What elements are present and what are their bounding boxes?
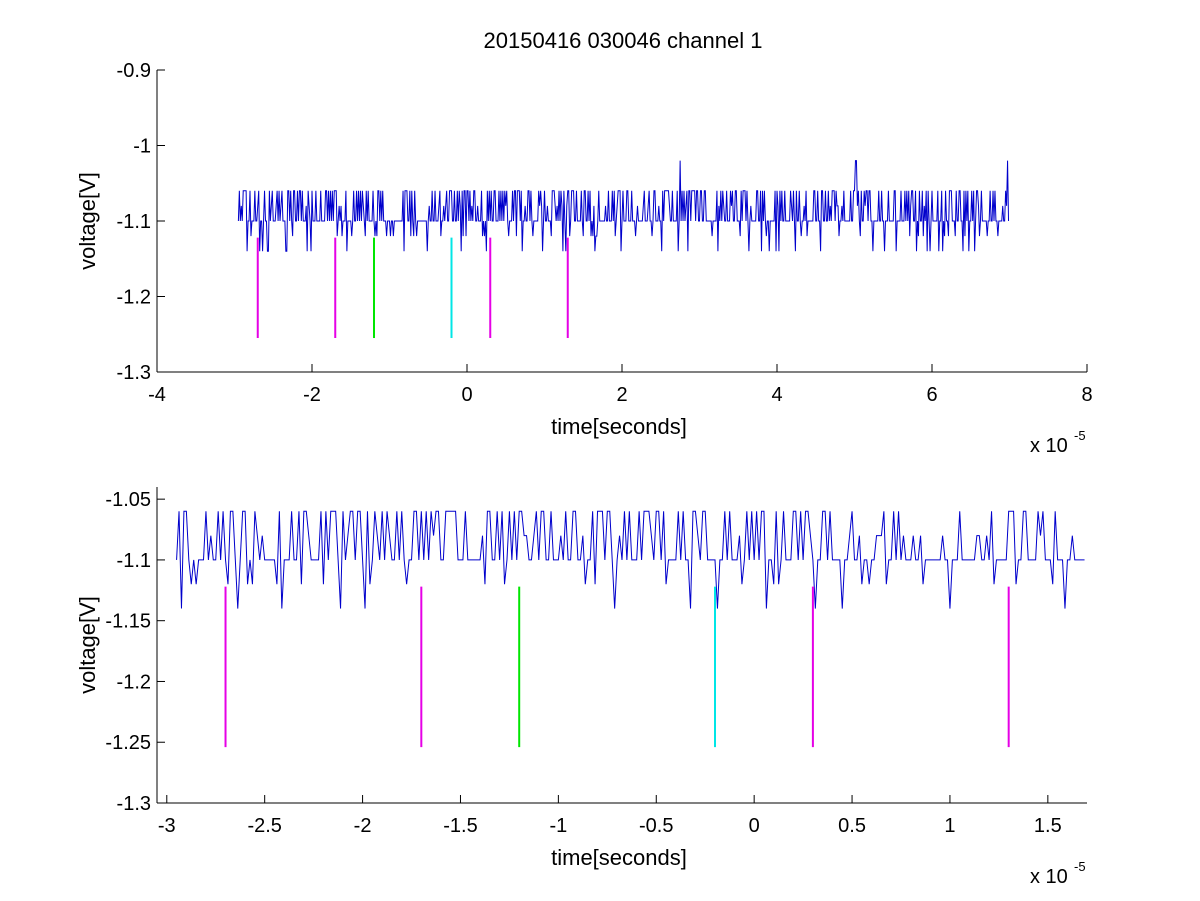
x-tick-label: -2.5 [247,815,281,837]
x-multiplier-exponent: -5 [1074,859,1086,874]
bottom-plot: -1.3 -1.25 -1.2 -1.15 -1.1 -1.05 -3 -2.5 -2 -1.5 -… [75,487,1087,888]
y-tick-label: -1.1 [117,211,151,233]
x-axis-label: time[seconds] [551,414,687,439]
x-tick-label: -1.5 [443,815,477,837]
chart-title: 20150416 030046 channel 1 [484,28,763,53]
voltage-trace [237,160,1010,252]
x-tick-label: -3 [158,815,176,837]
x-tick-label: 0 [749,815,760,837]
x-tick-label: -2 [354,815,372,837]
voltage-trace [176,510,1085,609]
y-axis-label: voltage[V] [75,172,100,270]
x-tick-label: 0 [461,384,472,406]
y-tick-label: -1.2 [117,671,151,693]
x-tick-label: -0.5 [639,815,673,837]
x-tick-label: 4 [771,384,782,406]
y-tick-label: -0.9 [117,60,151,82]
x-tick-label: -2 [303,384,321,406]
y-tick-label: -1.05 [105,489,151,511]
x-tick-label: 6 [926,384,937,406]
x-tick-label: 1.5 [1034,815,1062,837]
y-tick-label: -1.1 [117,550,151,572]
x-tick-label: 1 [944,815,955,837]
x-multiplier-label: x 10 [1030,435,1068,457]
top-plot: -1.3 -1.2 -1.1 -1 -0.9 -4 -2 0 2 4 6 8 time[seconds]… [75,60,1093,457]
y-tick-label: -1.25 [105,732,151,754]
x-axis-label: time[seconds] [551,845,687,870]
x-multiplier-label: x 10 [1030,866,1068,888]
x-tick-label: 0.5 [838,815,866,837]
x-tick-label: -4 [148,384,166,406]
y-tick-label: -1.3 [117,793,151,815]
y-tick-label: -1.2 [117,287,151,309]
x-tick-label: 2 [616,384,627,406]
x-tick-label: -1 [549,815,567,837]
x-multiplier-exponent: -5 [1074,428,1086,443]
y-tick-label: -1 [133,136,151,158]
y-tick-label: -1.3 [117,362,151,384]
y-tick-label: -1.15 [105,611,151,633]
x-tick-label: 8 [1081,384,1092,406]
y-axis-label: voltage[V] [75,596,100,694]
